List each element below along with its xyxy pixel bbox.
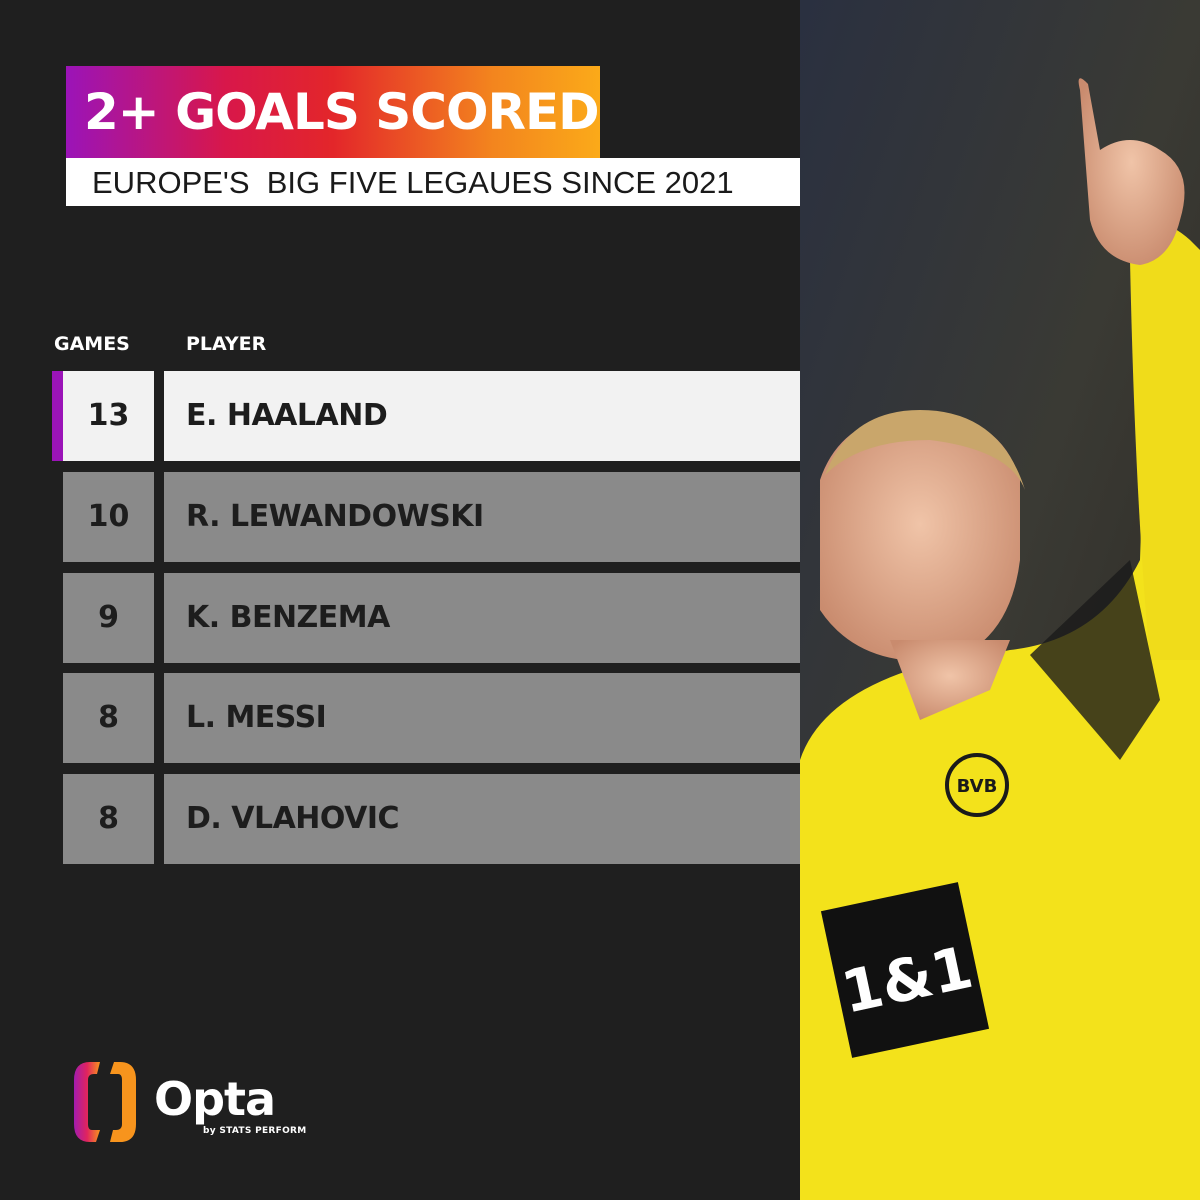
column-header-games: GAMES (54, 333, 130, 355)
table-row: 10 R. LEWANDOWSKI (63, 472, 800, 562)
sponsor-logo: 1&1 (820, 882, 990, 1058)
opta-tagline: by STATS PERFORM (203, 1126, 307, 1136)
games-cell: 8 (63, 673, 154, 763)
games-cell: 13 (63, 371, 154, 461)
player-photo: BVB 1&1 (800, 0, 1200, 1200)
table-row: 8 D. VLAHOVIC (63, 774, 800, 864)
table-row: 9 K. BENZEMA (63, 573, 800, 663)
player-cell: R. LEWANDOWSKI (164, 472, 800, 562)
opta-wordmark: Opta (154, 1072, 276, 1126)
page-subtitle: EUROPE'S BIG FIVE LEGAUES SINCE 2021 (66, 158, 815, 206)
infographic-panel: 2+ GOALS SCORED EUROPE'S BIG FIVE LEGAUE… (52, 66, 815, 1142)
player-cell: D. VLAHOVIC (164, 774, 800, 864)
svg-text:BVB: BVB (957, 776, 998, 797)
page-title: 2+ GOALS SCORED (66, 66, 600, 158)
table-row: 8 L. MESSI (63, 673, 800, 763)
player-cell: K. BENZEMA (164, 573, 800, 663)
opta-logo-icon (74, 1062, 136, 1142)
table-row: 13 E. HAALAND (52, 371, 800, 461)
player-cell: E. HAALAND (164, 371, 800, 461)
column-header-player: PLAYER (186, 333, 267, 355)
games-cell: 10 (63, 472, 154, 562)
games-cell: 9 (63, 573, 154, 663)
bvb-crest-icon (945, 753, 1009, 817)
games-cell: 8 (63, 774, 154, 864)
player-cell: L. MESSI (164, 673, 800, 763)
highlight-accent (52, 371, 63, 461)
